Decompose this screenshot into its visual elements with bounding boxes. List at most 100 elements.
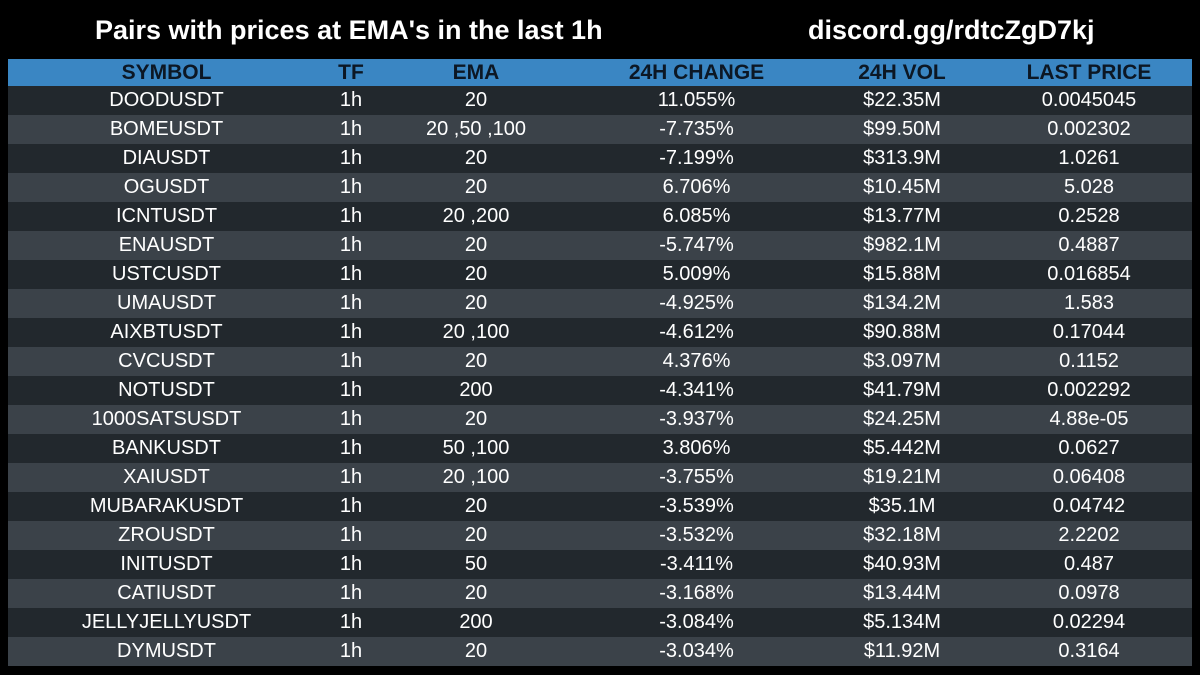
change-cell: -4.341% [575, 376, 818, 405]
change-cell: -5.747% [575, 231, 818, 260]
table-row: ICNTUSDT 1h 20 ,200 6.085% $13.77M 0.2528 [8, 202, 1192, 231]
price-cell: 0.0045045 [986, 86, 1192, 115]
volume-cell: $5.134M [818, 608, 986, 637]
volume-cell: $5.442M [818, 434, 986, 463]
volume-cell: $3.097M [818, 347, 986, 376]
header-row: SYMBOL TF EMA 24H CHANGE 24H VOL LAST PR… [8, 59, 1192, 86]
tf-cell: 1h [325, 550, 377, 579]
discord-invite-link[interactable]: discord.gg/rdtcZgD7kj [808, 15, 1095, 45]
table-row: CATIUSDT 1h 20 -3.168% $13.44M 0.0978 [8, 579, 1192, 608]
tf-cell: 1h [325, 144, 377, 173]
price-cell: 1.583 [986, 289, 1192, 318]
symbol-cell: ENAUSDT [8, 231, 325, 260]
volume-cell: $13.44M [818, 579, 986, 608]
tf-cell: 1h [325, 289, 377, 318]
volume-cell: $19.21M [818, 463, 986, 492]
change-cell: 6.706% [575, 173, 818, 202]
change-cell: -3.755% [575, 463, 818, 492]
change-cell: 4.376% [575, 347, 818, 376]
change-cell: -4.612% [575, 318, 818, 347]
price-cell: 0.02294 [986, 608, 1192, 637]
ema-cell: 20 [377, 347, 575, 376]
tf-cell: 1h [325, 463, 377, 492]
volume-cell: $99.50M [818, 115, 986, 144]
volume-cell: $40.93M [818, 550, 986, 579]
volume-cell: $11.92M [818, 637, 986, 666]
symbol-cell: BOMEUSDT [8, 115, 325, 144]
change-cell: -7.735% [575, 115, 818, 144]
ema-cell: 20 [377, 231, 575, 260]
change-cell: -3.168% [575, 579, 818, 608]
change-cell: -3.539% [575, 492, 818, 521]
ema-cell: 20 [377, 637, 575, 666]
price-cell: 0.0627 [986, 434, 1192, 463]
symbol-cell: AIXBTUSDT [8, 318, 325, 347]
ema-cell: 20 [377, 86, 575, 115]
price-cell: 0.487 [986, 550, 1192, 579]
column-header-tf[interactable]: TF [325, 59, 377, 86]
table-row: CVCUSDT 1h 20 4.376% $3.097M 0.1152 [8, 347, 1192, 376]
symbol-cell: UMAUSDT [8, 289, 325, 318]
volume-cell: $982.1M [818, 231, 986, 260]
change-cell: -3.532% [575, 521, 818, 550]
symbol-cell: ZROUSDT [8, 521, 325, 550]
ema-cell: 20 ,50 ,100 [377, 115, 575, 144]
page-title: Pairs with prices at EMA's in the last 1… [95, 15, 603, 45]
column-header-last-price[interactable]: LAST PRICE [986, 59, 1192, 86]
price-cell: 0.002302 [986, 115, 1192, 144]
symbol-cell: CVCUSDT [8, 347, 325, 376]
volume-cell: $35.1M [818, 492, 986, 521]
table-row: DOODUSDT 1h 20 11.055% $22.35M 0.0045045 [8, 86, 1192, 115]
volume-cell: $22.35M [818, 86, 986, 115]
table-row: DYMUSDT 1h 20 -3.034% $11.92M 0.3164 [8, 637, 1192, 666]
ema-cell: 200 [377, 376, 575, 405]
table-row: JELLYJELLYUSDT 1h 200 -3.084% $5.134M 0.02294 [8, 608, 1192, 637]
symbol-cell: OGUSDT [8, 173, 325, 202]
column-header-symbol[interactable]: SYMBOL [8, 59, 325, 86]
tf-cell: 1h [325, 86, 377, 115]
change-cell: -3.034% [575, 637, 818, 666]
table-row: UMAUSDT 1h 20 -4.925% $134.2M 1.583 [8, 289, 1192, 318]
tf-cell: 1h [325, 492, 377, 521]
column-header-24h-vol[interactable]: 24H VOL [818, 59, 986, 86]
symbol-cell: 1000SATSUSDT [8, 405, 325, 434]
table-row: NOTUSDT 1h 200 -4.341% $41.79M 0.002292 [8, 376, 1192, 405]
ema-cell: 20 ,100 [377, 463, 575, 492]
column-header-24h-change[interactable]: 24H CHANGE [575, 59, 818, 86]
tf-cell: 1h [325, 579, 377, 608]
table-row: AIXBTUSDT 1h 20 ,100 -4.612% $90.88M 0.17044 [8, 318, 1192, 347]
ema-cell: 20 [377, 405, 575, 434]
table-row: INITUSDT 1h 50 -3.411% $40.93M 0.487 [8, 550, 1192, 579]
volume-cell: $134.2M [818, 289, 986, 318]
table-row: MUBARAKUSDT 1h 20 -3.539% $35.1M 0.04742 [8, 492, 1192, 521]
change-cell: -3.084% [575, 608, 818, 637]
tf-cell: 1h [325, 405, 377, 434]
column-header-ema[interactable]: EMA [377, 59, 575, 86]
ema-cell: 20 [377, 144, 575, 173]
tf-cell: 1h [325, 318, 377, 347]
price-cell: 0.2528 [986, 202, 1192, 231]
tf-cell: 1h [325, 376, 377, 405]
ema-cell: 20 [377, 521, 575, 550]
change-cell: -7.199% [575, 144, 818, 173]
change-cell: -4.925% [575, 289, 818, 318]
table-row: XAIUSDT 1h 20 ,100 -3.755% $19.21M 0.06408 [8, 463, 1192, 492]
volume-cell: $313.9M [818, 144, 986, 173]
change-cell: 5.009% [575, 260, 818, 289]
tf-cell: 1h [325, 521, 377, 550]
table-row: DIAUSDT 1h 20 -7.199% $313.9M 1.0261 [8, 144, 1192, 173]
tf-cell: 1h [325, 115, 377, 144]
volume-cell: $24.25M [818, 405, 986, 434]
symbol-cell: USTCUSDT [8, 260, 325, 289]
price-cell: 0.06408 [986, 463, 1192, 492]
table-row: ZROUSDT 1h 20 -3.532% $32.18M 2.2202 [8, 521, 1192, 550]
symbol-cell: NOTUSDT [8, 376, 325, 405]
tf-cell: 1h [325, 173, 377, 202]
change-cell: 3.806% [575, 434, 818, 463]
ema-cell: 20 [377, 289, 575, 318]
symbol-cell: BANKUSDT [8, 434, 325, 463]
price-cell: 0.1152 [986, 347, 1192, 376]
ema-cell: 20 ,200 [377, 202, 575, 231]
price-cell: 5.028 [986, 173, 1192, 202]
price-cell: 0.3164 [986, 637, 1192, 666]
